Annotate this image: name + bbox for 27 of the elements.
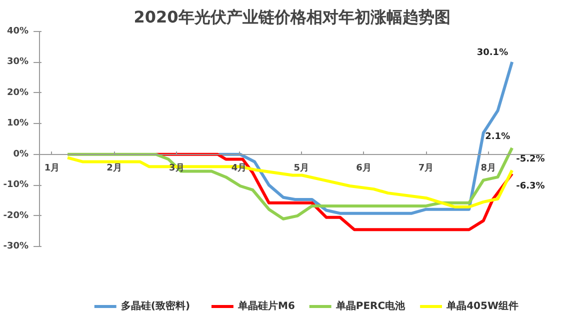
x-tick-label: 7月	[418, 162, 434, 174]
x-tick-label: 8月	[480, 162, 496, 174]
line-series	[218, 60, 514, 215]
x-tick-label: 1月	[44, 162, 60, 174]
y-tick-label: -20%	[3, 210, 29, 221]
y-tick-label: -10%	[3, 180, 29, 190]
y-tick-label: 0%	[13, 149, 28, 160]
x-tick-label: 6月	[356, 162, 372, 174]
legend-label: 单晶PERC电池	[334, 300, 406, 312]
x-tick-label: 2月	[106, 162, 122, 174]
data-label: -5.2%	[516, 154, 545, 164]
y-tick-label: 10%	[6, 118, 29, 129]
data-label: 30.1%	[476, 48, 508, 58]
line-series	[154, 152, 514, 232]
line-series	[66, 156, 514, 208]
y-tick-label: 20%	[6, 88, 29, 98]
x-tick-label: 5月	[294, 162, 309, 174]
data-label: -6.3%	[516, 182, 545, 192]
data-label: 2.1%	[485, 132, 510, 142]
chart-title: 2020年光伏产业链价格相对年初涨幅趋势图	[134, 8, 450, 26]
y-tick-label: 30%	[6, 57, 29, 68]
legend-label: 单晶405W组件	[446, 300, 518, 312]
legend-label: 多晶硅(致密料)	[120, 300, 190, 312]
line-series	[66, 146, 514, 220]
legend-label: 单晶硅片M6	[237, 300, 295, 312]
y-tick-label: -30%	[3, 242, 29, 252]
y-tick-label: 40%	[6, 26, 29, 36]
